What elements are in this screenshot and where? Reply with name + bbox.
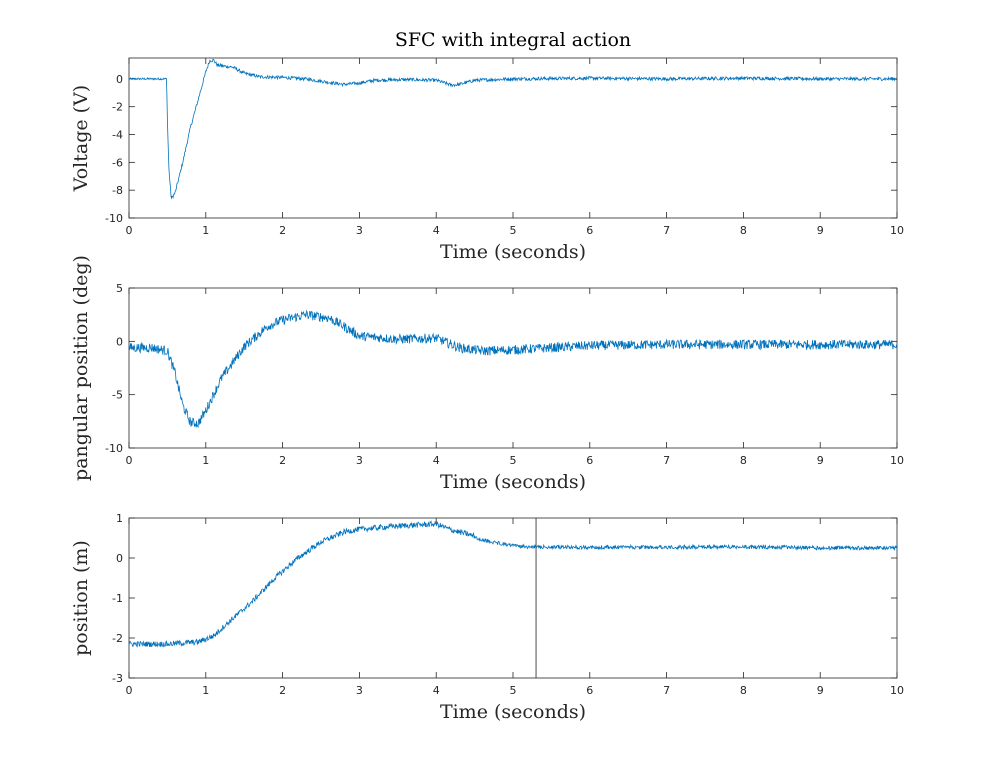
y-tick-label: -4 <box>112 129 123 142</box>
y-axis-label: Voltage (V) <box>70 85 92 192</box>
y-axis-label: position (m) <box>70 540 92 656</box>
figure-title: SFC with integral action <box>395 29 631 51</box>
x-tick-label: 2 <box>279 684 286 697</box>
x-tick-label: 0 <box>126 454 133 467</box>
x-axis-label: Time (seconds) <box>440 241 586 263</box>
x-tick-label: 8 <box>740 224 747 237</box>
x-tick-label: 1 <box>202 454 209 467</box>
y-tick-label: 0 <box>116 552 123 565</box>
x-tick-label: 3 <box>356 454 363 467</box>
x-tick-label: 8 <box>740 684 747 697</box>
y-tick-label: -8 <box>112 184 123 197</box>
y-tick-label: 0 <box>116 73 123 86</box>
y-tick-label: -1 <box>112 592 123 605</box>
x-axis-label: Time (seconds) <box>440 701 586 723</box>
x-tick-label: 1 <box>202 684 209 697</box>
x-tick-label: 6 <box>586 684 593 697</box>
axes-2: 0 1 2 3 4 5 6 7 8 9 10 5 0 -5 -10 Time (seconds) pangula… <box>70 255 904 493</box>
x-tick-label: 0 <box>126 684 133 697</box>
x-tick-label: 10 <box>890 454 904 467</box>
y-tick-label: -10 <box>105 442 123 455</box>
x-tick-label: 0 <box>126 224 133 237</box>
axes-box <box>128 517 898 679</box>
x-tick-label: 4 <box>433 684 440 697</box>
x-tick-label: 3 <box>356 684 363 697</box>
y-tick-label: -2 <box>112 101 123 114</box>
x-tick-label: 6 <box>586 454 593 467</box>
x-tick-label: 10 <box>890 224 904 237</box>
y-tick-label: 1 <box>116 512 123 525</box>
x-tick-label: 6 <box>586 224 593 237</box>
y-tick-label: -5 <box>112 389 123 402</box>
y-tick-label: 0 <box>116 335 123 348</box>
y-tick-label: -6 <box>112 156 123 169</box>
x-tick-label: 9 <box>817 454 824 467</box>
axes-1: 0 1 2 3 4 5 6 7 8 9 10 0 -2 -4 -6 -8 -10 Time (seconds) Vo… <box>70 57 904 263</box>
x-tick-label: 8 <box>740 454 747 467</box>
series-line-1 <box>128 520 898 648</box>
x-tick-label: 5 <box>510 684 517 697</box>
x-axis-label: Time (seconds) <box>440 471 586 493</box>
x-tick-label: 2 <box>279 454 286 467</box>
y-axis-label: pangular position (deg) <box>70 255 92 481</box>
x-tick-label: 9 <box>817 684 824 697</box>
x-tick-label: 4 <box>433 224 440 237</box>
x-tick-label: 5 <box>510 224 517 237</box>
series-line-1 <box>128 58 898 200</box>
x-tick-label: 9 <box>817 224 824 237</box>
x-tick-label: 1 <box>202 224 209 237</box>
x-tick-label: 3 <box>356 224 363 237</box>
series-line-1 <box>128 309 898 429</box>
y-tick-label: 5 <box>116 282 123 295</box>
x-tick-label: 4 <box>433 454 440 467</box>
y-tick-label: -3 <box>112 672 123 685</box>
y-tick-label: -2 <box>112 632 123 645</box>
x-tick-label: 10 <box>890 684 904 697</box>
x-tick-label: 7 <box>663 684 670 697</box>
x-tick-label: 7 <box>663 454 670 467</box>
axes-box <box>128 287 898 449</box>
x-tick-label: 2 <box>279 224 286 237</box>
x-tick-label: 7 <box>663 224 670 237</box>
x-tick-label: 5 <box>510 454 517 467</box>
axes-box <box>128 57 898 219</box>
y-tick-label: -10 <box>105 212 123 225</box>
